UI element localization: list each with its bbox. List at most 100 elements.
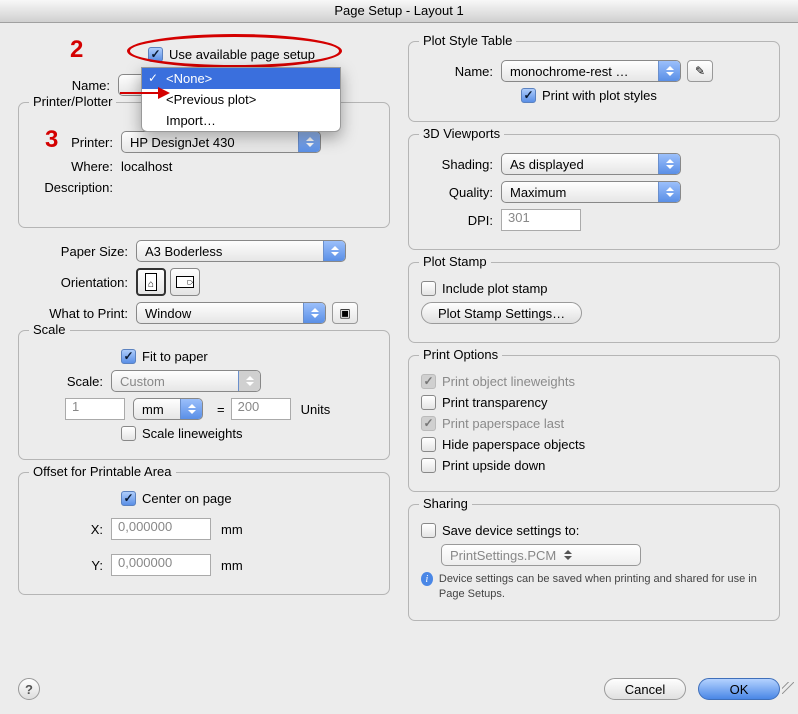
select-arrows-icon (303, 303, 325, 323)
select-arrows-icon (180, 399, 202, 419)
print-with-styles-checkbox[interactable]: Print with plot styles (521, 88, 657, 103)
use-available-label: Use available page setup (169, 47, 315, 62)
what-to-print-label: What to Print: (18, 306, 136, 321)
where-label: Where: (31, 159, 121, 174)
scale-equals: = (217, 402, 225, 417)
help-button[interactable]: ? (18, 678, 40, 700)
checkbox-icon (421, 395, 436, 410)
viewports-groupbox: 3D Viewports Shading: As displayed Quali… (408, 134, 780, 250)
name-menu-item-none[interactable]: ✓ <None> (142, 68, 340, 89)
name-dropdown-menu: ✓ <None> <Previous plot> Import… (141, 67, 341, 132)
scale-units-label: Units (301, 402, 331, 417)
print-upside-down-checkbox[interactable]: Print upside down (421, 458, 545, 473)
orientation-portrait-button[interactable] (136, 268, 166, 296)
save-device-settings-checkbox[interactable]: Save device settings to: (421, 523, 579, 538)
offset-x-input[interactable]: 0,000000 (111, 518, 211, 540)
print-paperspace-last-checkbox: Print paperspace last (421, 416, 564, 431)
quality-select[interactable]: Maximum (501, 181, 681, 203)
checkbox-icon (121, 491, 136, 506)
paper-size-select[interactable]: A3 Boderless (136, 240, 346, 262)
print-transparency-checkbox[interactable]: Print transparency (421, 395, 548, 410)
paper-size-label: Paper Size: (18, 244, 136, 259)
offset-x-unit: mm (221, 522, 243, 537)
select-arrows-icon (658, 154, 680, 174)
center-on-page-checkbox[interactable]: Center on page (121, 491, 232, 506)
fit-to-paper-label: Fit to paper (142, 349, 208, 364)
where-value: localhost (121, 159, 172, 174)
plotstyle-name-label: Name: (421, 64, 501, 79)
checkbox-icon (121, 426, 136, 441)
print-lineweights-checkbox: Print object lineweights (421, 374, 575, 389)
scale-label: Scale: (31, 374, 111, 389)
printer-select-value: HP DesignJet 430 (130, 135, 235, 150)
pick-window-button[interactable]: ▣ (332, 302, 358, 324)
scale-drawing-input[interactable]: 1 (65, 398, 125, 420)
info-icon: i (421, 572, 433, 586)
ok-button[interactable]: OK (698, 678, 780, 700)
dialog-body: Use available page setup Name: Printer/P… (0, 23, 798, 714)
device-settings-file-combo[interactable]: PrintSettings.PCM (441, 544, 641, 566)
paper-size-value: A3 Boderless (145, 244, 222, 259)
scale-select[interactable]: Custom (111, 370, 261, 392)
select-arrows-icon (323, 241, 345, 261)
checkbox-icon (521, 88, 536, 103)
name-label: Name: (18, 78, 118, 93)
offset-groupbox: Offset for Printable Area Center on page… (18, 472, 390, 595)
checkbox-icon (421, 416, 436, 431)
window-title: Page Setup - Layout 1 (334, 3, 463, 18)
printer-select[interactable]: HP DesignJet 430 (121, 131, 321, 153)
scale-group-title: Scale (29, 322, 70, 337)
select-arrows-icon (658, 182, 680, 202)
plotstyle-edit-button[interactable]: ✎ (687, 60, 713, 82)
checkbox-icon (121, 349, 136, 364)
scale-unit-select[interactable]: mm (133, 398, 203, 420)
plot-stamp-groupbox: Plot Stamp Include plot stamp Plot Stamp… (408, 262, 780, 343)
printer-label: Printer: (31, 135, 121, 150)
offset-group-title: Offset for Printable Area (29, 464, 176, 479)
orientation-landscape-button[interactable] (170, 268, 200, 296)
plot-style-group-title: Plot Style Table (419, 33, 516, 48)
hide-paperspace-checkbox[interactable]: Hide paperspace objects (421, 437, 585, 452)
fit-to-paper-checkbox[interactable]: Fit to paper (121, 349, 208, 364)
checkbox-icon (421, 523, 436, 538)
checkbox-icon (421, 374, 436, 389)
select-arrows-icon (238, 371, 260, 391)
offset-y-label: Y: (31, 558, 111, 573)
orientation-label: Orientation: (18, 275, 136, 290)
name-menu-item-import[interactable]: Import… (142, 110, 340, 131)
checkbox-icon (148, 47, 163, 62)
name-menu-item-previous[interactable]: <Previous plot> (142, 89, 340, 110)
window-pick-icon: ▣ (336, 304, 354, 322)
offset-y-unit: mm (221, 558, 243, 573)
plotstyle-name-select[interactable]: monochrome-rest … (501, 60, 681, 82)
resize-grip-icon[interactable] (782, 682, 794, 694)
offset-x-label: X: (31, 522, 111, 537)
use-available-checkbox[interactable]: Use available page setup (148, 47, 315, 62)
printer-group-title: Printer/Plotter (29, 94, 116, 109)
scale-lineweights-checkbox[interactable]: Scale lineweights (121, 426, 242, 441)
checkbox-icon (421, 437, 436, 452)
window-titlebar: Page Setup - Layout 1 (0, 0, 798, 23)
offset-y-input[interactable]: 0,000000 (111, 554, 211, 576)
what-to-print-select[interactable]: Window (136, 302, 326, 324)
stepper-arrows-icon (560, 546, 576, 564)
dpi-label: DPI: (421, 213, 501, 228)
pencil-icon: ✎ (695, 64, 705, 78)
check-icon: ✓ (148, 71, 158, 85)
name-select-value (127, 78, 131, 93)
plot-style-groupbox: Plot Style Table Name: monochrome-rest …… (408, 41, 780, 122)
sharing-groupbox: Sharing Save device settings to: PrintSe… (408, 504, 780, 621)
include-plot-stamp-checkbox[interactable]: Include plot stamp (421, 281, 548, 296)
plot-stamp-settings-button[interactable]: Plot Stamp Settings… (421, 302, 582, 324)
shading-label: Shading: (421, 157, 501, 172)
portrait-icon (145, 273, 157, 291)
cancel-button[interactable]: Cancel (604, 678, 686, 700)
plot-stamp-group-title: Plot Stamp (419, 254, 491, 269)
select-arrows-icon (658, 61, 680, 81)
select-arrows-icon (298, 132, 320, 152)
scale-paper-input[interactable]: 200 (231, 398, 291, 420)
quality-label: Quality: (421, 185, 501, 200)
dpi-input[interactable]: 301 (501, 209, 581, 231)
dialog-footer: ? Cancel OK (18, 678, 780, 700)
shading-select[interactable]: As displayed (501, 153, 681, 175)
